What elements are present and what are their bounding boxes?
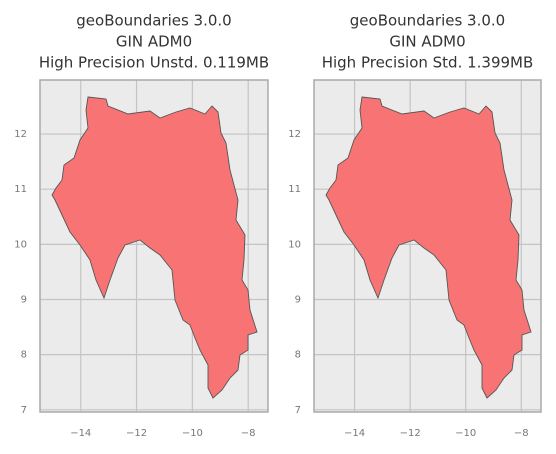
x-tick-label: −10 [182,428,203,439]
y-tick-label: 9 [21,294,27,305]
chart-title: High Precision Std. 1.399MB [322,54,534,72]
plot-frame [313,79,542,413]
y-tick-label: 12 [288,129,301,140]
chart-title: GIN ADM0 [116,33,192,51]
map-panel: −14 −12 −10 −8 7 8 9 10 11 12 geoBoundaries 3.0.0 G… [14,12,269,440]
y-tick-label: 8 [295,350,301,361]
x-tick-label: −14 [70,428,91,439]
y-tick-label: 9 [295,294,301,305]
chart-title: geoBoundaries 3.0.0 [76,12,231,30]
y-tick-label: 10 [14,239,27,250]
y-tick-label: 7 [21,405,27,416]
y-tick-label: 12 [14,129,27,140]
y-tick-label: 8 [21,350,27,361]
x-tick-label: −14 [344,428,365,439]
chart-title: GIN ADM0 [389,33,465,51]
x-tick-label: −12 [126,428,147,439]
x-tick-label: −12 [400,428,421,439]
y-tick-label: 7 [295,405,301,416]
y-tick-label: 11 [14,184,27,195]
plot-frame [39,79,269,413]
y-tick-label: 10 [288,239,301,250]
chart-title: High Precision Unstd. 0.119MB [39,54,269,72]
x-tick-label: −10 [455,428,476,439]
chart-title: geoBoundaries 3.0.0 [350,12,505,30]
map-panel: −14 −12 −10 −8 7 8 9 10 11 12 geoBoundaries 3.0.0 G… [288,12,542,439]
x-tick-label: −8 [241,428,256,439]
x-tick-label: −8 [514,428,529,439]
y-tick-label: 11 [288,184,301,195]
